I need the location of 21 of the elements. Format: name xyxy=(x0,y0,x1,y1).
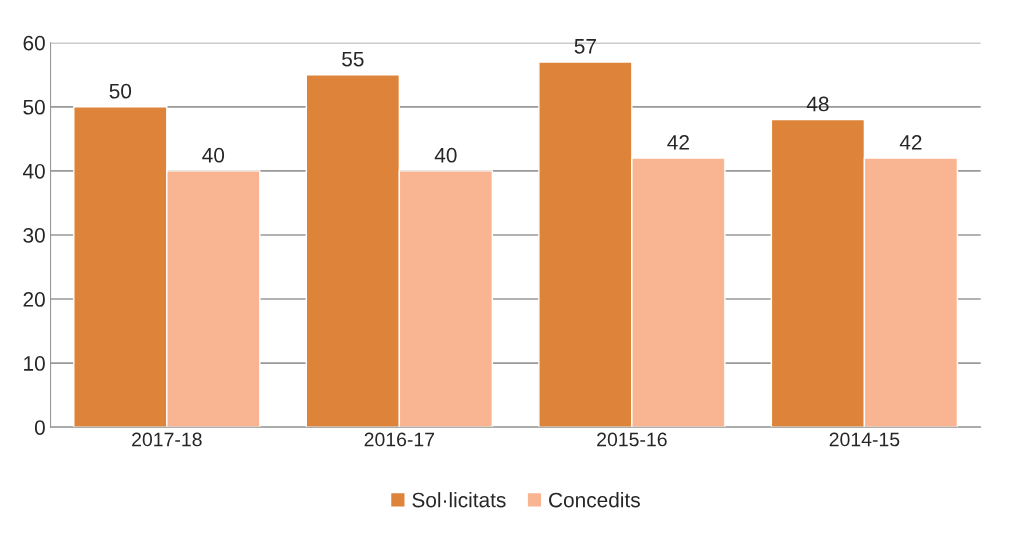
legend-label: Concedits xyxy=(549,492,640,508)
data-label: 57 xyxy=(574,39,596,54)
y-tick-label: 40 xyxy=(23,163,45,179)
data-label: 42 xyxy=(899,135,922,150)
data-label: 40 xyxy=(434,147,457,163)
data-label: 50 xyxy=(109,83,132,99)
x-tick-label: 2014-15 xyxy=(829,432,900,447)
y-tick-label: 30 xyxy=(23,227,45,243)
data-label: 55 xyxy=(342,51,364,67)
y-tick-label: 20 xyxy=(23,292,45,307)
y-tick-label: 10 xyxy=(24,356,45,371)
x-tick-label: 2016-17 xyxy=(364,432,435,447)
x-tick-label: 2017-18 xyxy=(132,432,202,447)
data-label: 48 xyxy=(806,96,829,112)
y-tick-label: 0 xyxy=(34,420,45,435)
legend-label: Sol·licitats xyxy=(412,492,506,508)
y-tick-label: 60 xyxy=(23,35,45,51)
data-label: 42 xyxy=(667,135,689,150)
y-tick-label: 50 xyxy=(23,99,45,115)
data-label: 40 xyxy=(202,147,225,163)
x-tick-label: 2015-16 xyxy=(597,432,667,447)
